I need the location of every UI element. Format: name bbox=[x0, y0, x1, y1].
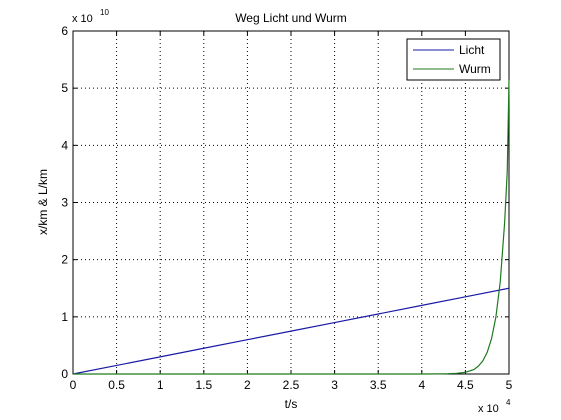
x-tick-label: 2 bbox=[244, 378, 251, 392]
x-tick-label: 3 bbox=[331, 378, 338, 392]
y-multiplier-base: x 10 bbox=[72, 13, 93, 25]
ticks: 0 0.5 1 1.5 2 2.5 3 3.5 4 4.5 5 0 1 2 3 4 5 6 bbox=[61, 24, 512, 392]
plot-area bbox=[73, 31, 509, 374]
x-tick-label: 0.5 bbox=[108, 378, 125, 392]
y-tick-label: 6 bbox=[61, 24, 68, 38]
x-multiplier-base: x 10 bbox=[478, 403, 499, 415]
x-axis-label: t/s bbox=[285, 397, 298, 411]
x-tick-label: 4.5 bbox=[457, 378, 474, 392]
legend-label-wurm: Wurm bbox=[459, 62, 491, 76]
series-line-wurm bbox=[73, 79, 510, 375]
y-tick-label: 5 bbox=[61, 81, 68, 95]
y-axis-label: x/km & L/km bbox=[36, 169, 50, 235]
legend-box bbox=[406, 38, 501, 81]
y-tick-label: 2 bbox=[61, 253, 68, 267]
y-tick-label: 1 bbox=[61, 310, 68, 324]
x-tick-label: 4 bbox=[418, 378, 425, 392]
x-tick-label: 5 bbox=[506, 378, 513, 392]
x-multiplier-exponent: 4 bbox=[506, 398, 511, 407]
y-tick-label: 0 bbox=[61, 367, 68, 381]
x-multiplier: x 10 4 bbox=[478, 398, 511, 415]
x-tick-label: 0 bbox=[70, 378, 77, 392]
y-tick-label: 3 bbox=[61, 196, 68, 210]
legend: Licht Wurm bbox=[406, 38, 501, 81]
x-tick-label: 1.5 bbox=[195, 378, 212, 392]
series bbox=[72, 79, 510, 375]
x-tick-label: 2.5 bbox=[283, 378, 300, 392]
grid bbox=[73, 31, 509, 374]
y-multiplier-exponent: 10 bbox=[100, 8, 109, 17]
x-tick-label: 3.5 bbox=[370, 378, 387, 392]
y-tick-label: 4 bbox=[61, 138, 68, 152]
y-multiplier: x 10 10 bbox=[72, 8, 109, 25]
chart-title: Weg Licht und Wurm bbox=[235, 11, 347, 25]
legend-label-licht: Licht bbox=[459, 43, 485, 57]
x-tick-label: 1 bbox=[157, 378, 164, 392]
series-line-licht bbox=[72, 287, 510, 375]
